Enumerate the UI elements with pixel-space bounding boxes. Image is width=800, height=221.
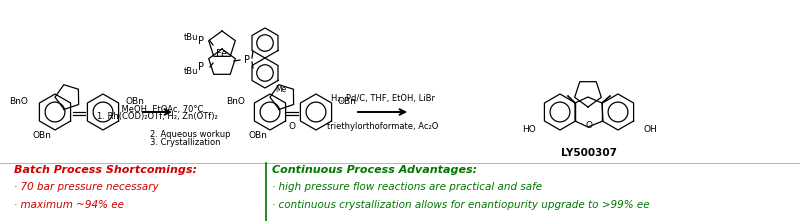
Polygon shape [575,97,603,127]
Text: tBu: tBu [183,67,198,76]
Polygon shape [209,49,235,74]
Polygon shape [39,94,70,130]
Text: 1. Rh(COD)₂OTf, H₂, Zn(OTf)₂: 1. Rh(COD)₂OTf, H₂, Zn(OTf)₂ [97,112,218,121]
Polygon shape [574,82,602,107]
Text: P: P [198,62,204,72]
Text: HO: HO [522,126,536,135]
Polygon shape [252,28,278,58]
Polygon shape [87,94,118,130]
Text: Continuous Process Advantages:: Continuous Process Advantages: [272,165,477,175]
Text: triethylorthoformate, Ac₂O: triethylorthoformate, Ac₂O [327,122,438,131]
Text: Batch Process Shortcomings:: Batch Process Shortcomings: [14,165,198,175]
Polygon shape [602,94,634,130]
Text: Fe: Fe [217,49,227,59]
Text: O: O [289,122,295,131]
Text: O: O [586,121,593,130]
Text: P: P [244,55,250,65]
Text: 3. Crystallization: 3. Crystallization [150,138,221,147]
Polygon shape [270,85,294,109]
Text: · high pressure flow reactions are practical and safe: · high pressure flow reactions are pract… [272,182,542,192]
Polygon shape [209,31,235,56]
Text: OBn: OBn [338,97,357,107]
Text: OBn: OBn [249,130,267,139]
Text: · 70 bar pressure necessary: · 70 bar pressure necessary [14,182,159,192]
Text: OH: OH [644,126,658,135]
Polygon shape [545,94,575,130]
Text: Me: Me [275,86,286,95]
Text: H₂, Pd/C, THF, EtOH, LiBr: H₂, Pd/C, THF, EtOH, LiBr [331,94,435,103]
Text: · maximum ~94% ee: · maximum ~94% ee [14,200,125,210]
Text: BnO: BnO [226,97,245,107]
Text: MeOH, EtOAc, 70°C: MeOH, EtOAc, 70°C [111,105,203,114]
Text: BnO: BnO [9,97,28,107]
Text: P: P [198,36,204,46]
Polygon shape [55,85,78,109]
Polygon shape [254,94,286,130]
Text: tBu: tBu [183,32,198,42]
Polygon shape [252,58,278,88]
Polygon shape [301,94,331,130]
Text: OBn: OBn [33,130,51,139]
Text: 2. Aqueous workup: 2. Aqueous workup [150,130,230,139]
Text: OBn: OBn [126,97,145,107]
Text: · continuous crystallization allows for enantiopurity upgrade to >99% ee: · continuous crystallization allows for … [272,200,650,210]
Text: LY500307: LY500307 [561,148,617,158]
